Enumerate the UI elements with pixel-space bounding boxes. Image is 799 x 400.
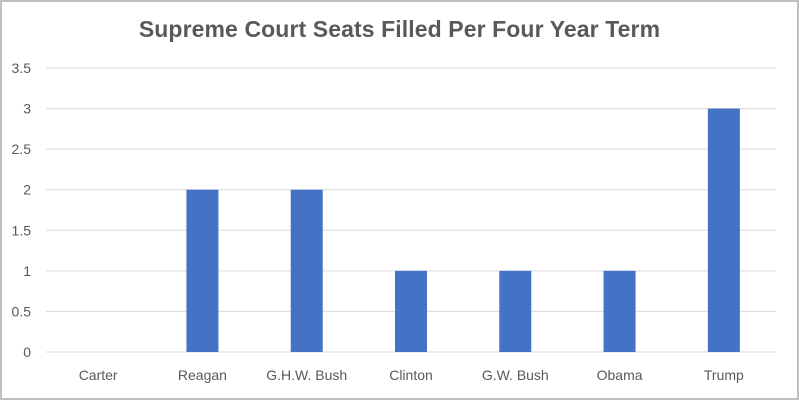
y-tick-label: 3.5 xyxy=(12,60,32,76)
x-category-label: Trump xyxy=(704,367,744,383)
y-tick-label: 0 xyxy=(23,344,31,360)
y-tick-label: 2 xyxy=(23,182,31,198)
bar-reagan xyxy=(186,189,219,352)
y-tick-label: 1 xyxy=(23,263,31,279)
x-category-label: G.H.W. Bush xyxy=(266,367,347,383)
bar-g-h-w-bush xyxy=(290,189,323,352)
y-tick-label: 0.5 xyxy=(12,303,32,319)
x-category-label: Obama xyxy=(597,367,643,383)
x-category-label: Clinton xyxy=(389,367,433,383)
y-tick-label: 1.5 xyxy=(12,222,32,238)
bar-obama xyxy=(603,270,636,352)
bars xyxy=(186,108,740,352)
bar-trump xyxy=(707,108,740,352)
x-axis-categories: Carter Reagan G.H.W. Bush Clinton G.W. Bush O… xyxy=(79,367,744,383)
chart-title: Supreme Court Seats Filled Per Four Year… xyxy=(138,16,661,42)
y-tick-label: 3 xyxy=(23,101,31,117)
bar-clinton xyxy=(395,270,427,352)
x-category-label: G.W. Bush xyxy=(482,367,549,383)
y-tick-label: 2.5 xyxy=(12,141,32,157)
x-category-label: Carter xyxy=(79,367,118,383)
y-axis-ticks: 0 0.5 1 1.5 2 2.5 3 3.5 xyxy=(12,60,32,360)
x-category-label: Reagan xyxy=(178,367,227,383)
bar-g-w-bush xyxy=(499,270,532,352)
